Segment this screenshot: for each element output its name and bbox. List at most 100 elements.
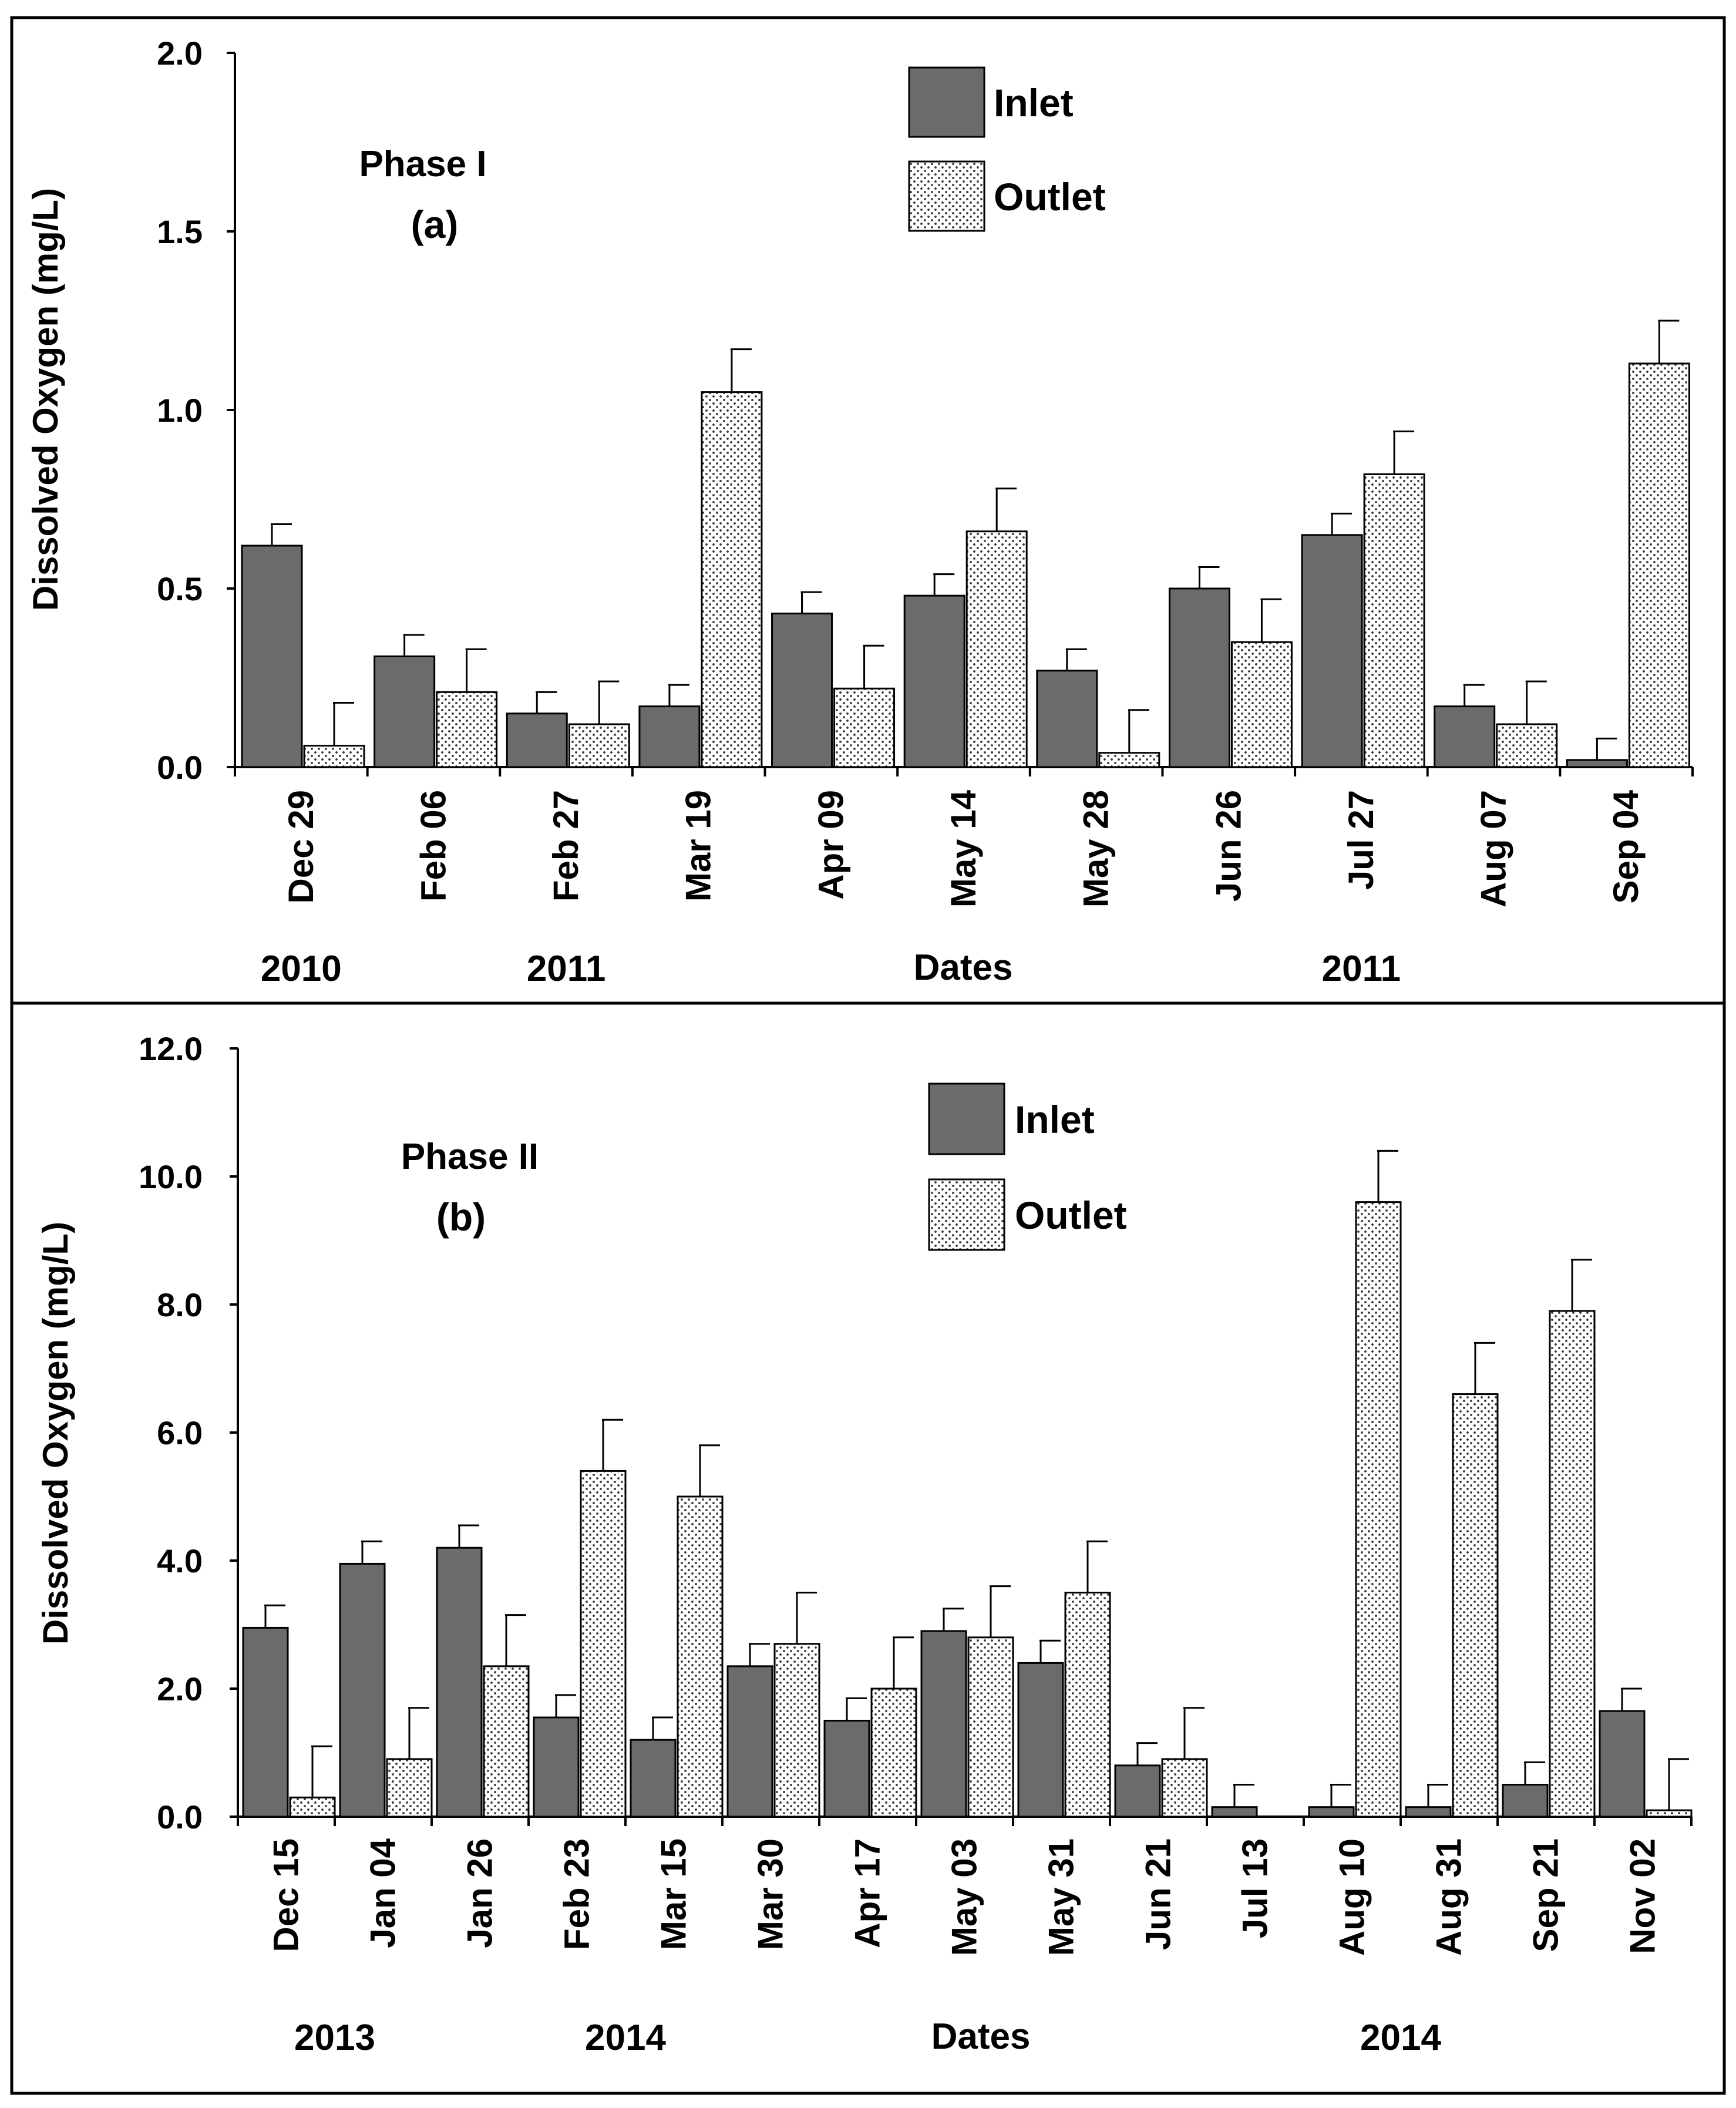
inlet-bar-5: [630, 1739, 677, 1818]
inlet-bar-3: [506, 712, 568, 768]
inlet-bar-4: [638, 705, 701, 768]
x-axis-title: Dates: [931, 2016, 1031, 2057]
legend-label-inlet: Inlet: [994, 81, 1074, 125]
inlet-bar-5: [771, 613, 833, 768]
outlet-bar-1: [303, 745, 365, 768]
category-label: Apr 09: [811, 790, 850, 900]
panel-label: (a): [411, 203, 459, 246]
phase-label: Phase I: [359, 144, 486, 184]
outlet-bar-12: [1355, 1201, 1402, 1818]
year-label: 2014: [585, 2018, 666, 2058]
outlet-bar-5: [833, 687, 896, 768]
outlet-bar-4: [701, 391, 763, 768]
inlet-bar-2: [374, 655, 436, 768]
outlet-bar-9: [1064, 1592, 1111, 1818]
y-tick-label: 12.0: [139, 1030, 203, 1067]
legend: Inlet Outlet: [908, 66, 1106, 232]
inlet-bar-15: [1599, 1710, 1646, 1818]
outlet-bar-5: [677, 1495, 724, 1818]
year-label: 2010: [261, 949, 342, 989]
category-label: Feb 06: [413, 790, 453, 902]
outlet-bar-3: [568, 723, 630, 768]
y-tick-label: 4.0: [157, 1542, 203, 1579]
y-tick-label: 6.0: [157, 1414, 203, 1451]
outlet-bar-11: [1628, 362, 1690, 768]
outlet-bar-15: [1646, 1809, 1693, 1818]
legend-swatch-outlet: [928, 1178, 1005, 1251]
outlet-bar-10: [1161, 1758, 1208, 1818]
outlet-bar-2: [386, 1758, 433, 1818]
outlet-bar-1: [289, 1796, 336, 1818]
inlet-bar-7: [1036, 670, 1098, 768]
inlet-bar-14: [1502, 1784, 1549, 1818]
legend-swatch-inlet: [928, 1082, 1005, 1155]
inlet-bar-8: [920, 1630, 967, 1818]
y-tick-label: 2.0: [157, 1670, 203, 1707]
category-label: May 14: [944, 789, 983, 907]
category-label: May 03: [945, 1838, 984, 1956]
inlet-bar-6: [903, 594, 965, 768]
outlet-bar-9: [1363, 473, 1425, 768]
category-label: Aug 07: [1474, 790, 1513, 907]
legend: Inlet Outlet: [928, 1082, 1127, 1251]
year-label: 2013: [294, 2018, 375, 2058]
y-tick-label: 1.0: [157, 392, 203, 429]
inlet-bar-1: [241, 544, 303, 768]
outlet-bar-8: [967, 1636, 1014, 1818]
category-label: Jun 21: [1139, 1838, 1178, 1950]
outlet-bar-2: [436, 691, 498, 768]
category-label: Dec 29: [281, 790, 321, 903]
outlet-bar-10: [1496, 723, 1558, 768]
y-tick-label: 1.5: [157, 213, 203, 250]
category-label: Jan 04: [364, 1838, 403, 1948]
phase-label: Phase II: [401, 1137, 539, 1177]
panel-label: (b): [436, 1195, 486, 1239]
outlet-bar-8: [1230, 641, 1293, 768]
y-axis-title: Dissolved Oxygen (mg/L): [36, 1222, 75, 1645]
category-label: Mar 19: [679, 790, 718, 902]
inlet-bar-1: [242, 1626, 289, 1818]
category-label: Sep 04: [1606, 789, 1646, 903]
category-label: Feb 23: [557, 1838, 597, 1950]
legend-label-outlet: Outlet: [994, 175, 1106, 218]
category-label: Nov 02: [1623, 1838, 1663, 1954]
year-label: 2014: [1360, 2018, 1441, 2058]
legend-label-inlet: Inlet: [1015, 1098, 1095, 1141]
y-tick-label: 0.5: [157, 570, 203, 607]
outlet-bar-7: [870, 1687, 917, 1818]
chart-panel-a: 0.0 0.5 1.0 1.5 2.0 Dec 29 Feb 06 Feb 27 Mar 19 A…: [26, 35, 1694, 989]
outlet-bar-3: [483, 1665, 530, 1818]
legend-swatch-inlet: [908, 66, 985, 138]
y-axis-title: Dissolved Oxygen (mg/L): [26, 188, 65, 611]
category-label: Jul 13: [1236, 1838, 1275, 1938]
year-label: 2011: [1322, 949, 1401, 989]
inlet-bar-3: [436, 1546, 483, 1818]
inlet-bar-9: [1301, 534, 1363, 768]
inlet-bar-6: [726, 1665, 773, 1818]
inlet-bar-10: [1434, 705, 1496, 768]
figure-frame: [10, 16, 1726, 2095]
outlet-bar-7: [1098, 752, 1160, 768]
outlet-bar-4: [580, 1470, 627, 1818]
inlet-bar-7: [823, 1720, 870, 1818]
category-label: Jul 27: [1341, 790, 1381, 890]
category-label: Dec 15: [267, 1838, 306, 1952]
category-label: Jun 26: [1209, 790, 1248, 902]
inlet-bar-2: [339, 1562, 386, 1818]
inlet-bar-8: [1168, 587, 1230, 768]
year-label: 2011: [527, 949, 606, 989]
category-label: May 28: [1076, 790, 1116, 907]
inlet-bar-4: [533, 1716, 580, 1818]
category-label: Mar 30: [751, 1838, 790, 1950]
inlet-bar-11: [1566, 759, 1628, 768]
category-label: Aug 31: [1429, 1838, 1469, 1956]
legend-label-outlet: Outlet: [1015, 1193, 1127, 1237]
y-tick-label: 8.0: [157, 1286, 203, 1323]
outlet-bar-6: [773, 1643, 820, 1818]
outlet-bar-6: [965, 530, 1028, 768]
category-label: Mar 15: [654, 1838, 694, 1950]
category-label: Sep 21: [1526, 1838, 1566, 1952]
inlet-bar-13: [1405, 1806, 1452, 1818]
y-tick-label: 10.0: [139, 1158, 203, 1195]
